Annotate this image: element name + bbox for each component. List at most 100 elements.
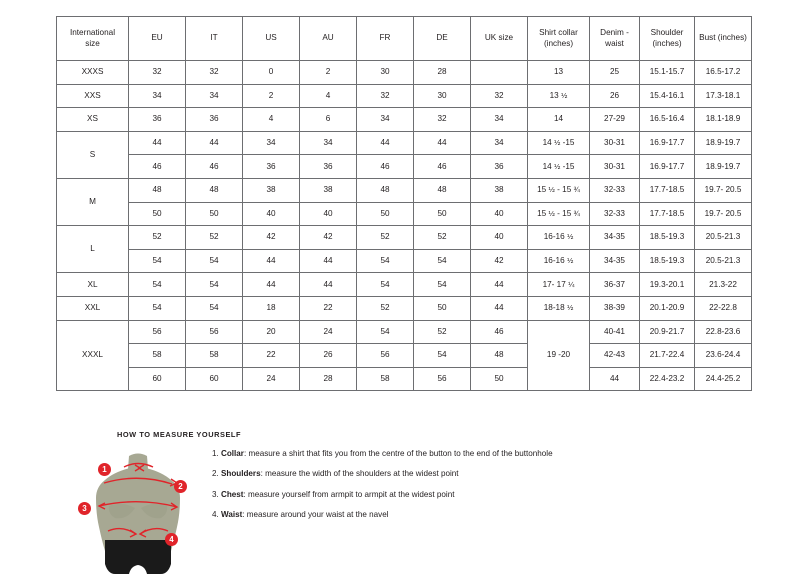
cell-fr: 46 xyxy=(356,154,414,179)
cell-it: 32 xyxy=(185,60,243,85)
size-chart-table: International size EU IT US AU FR DE UK … xyxy=(56,16,752,392)
column-header-line-2: size xyxy=(85,38,100,48)
how-to-measure-body: 1 2 3 4 1. Collar: measure a shirt that … xyxy=(56,448,756,574)
cell-us: 0 xyxy=(242,60,300,85)
cell-eu: 60 xyxy=(128,366,186,392)
cell-uk: 40 xyxy=(470,225,528,250)
cell-shoulder: 16.5-16.4 xyxy=(639,107,695,132)
cell-shoulder: 20.1-20.9 xyxy=(639,295,695,321)
column-header-line-2: waist xyxy=(605,38,624,48)
cell-denim: 38-39 xyxy=(589,295,640,321)
cell-de: 52 xyxy=(413,225,471,250)
cell-au: 24 xyxy=(299,319,357,345)
cell-de: 30 xyxy=(413,83,471,109)
cell-eu: 48 xyxy=(128,177,186,203)
cell-shoulder: 17.7-18.5 xyxy=(639,177,695,203)
table-row: XL 54 54 44 44 54 54 44 17- 17 ¼ 36-37 19.3-20.1 21… xyxy=(56,272,752,297)
measure-item-number: 2. xyxy=(212,469,221,479)
shoulders-arrow xyxy=(103,477,173,485)
waist-arrowhead-left xyxy=(129,529,138,538)
cell-bust: 19.7- 20.5 xyxy=(694,177,752,203)
table-row: XXXS 32 32 0 2 30 28 13 25 15.1-15.7 16.5-17.2 xyxy=(56,60,752,85)
cell-denim: 40-41 xyxy=(589,319,640,345)
table-header-row: International size EU IT US AU FR DE UK … xyxy=(56,16,752,61)
cell-us: 24 xyxy=(242,366,300,392)
cell-bust: 23.6-24.4 xyxy=(694,343,752,368)
cell-shoulder: 19.3-20.1 xyxy=(639,272,695,297)
cell-au: 4 xyxy=(299,83,357,109)
cell-fr: 44 xyxy=(356,130,414,156)
cell-shoulder: 15.1-15.7 xyxy=(639,60,695,85)
column-header-us: US xyxy=(242,16,300,61)
cell-denim: 42-43 xyxy=(589,343,640,368)
column-header-fr: FR xyxy=(356,16,414,61)
how-to-measure-heading: HOW TO MEASURE YOURSELF xyxy=(117,430,242,439)
cell-uk: 46 xyxy=(470,319,528,345)
cell-shirt-collar: 16-16 ½ xyxy=(527,248,590,274)
measure-item-label: Shoulders xyxy=(221,469,261,479)
cell-eu: 54 xyxy=(128,272,186,297)
cell-eu: 50 xyxy=(128,201,186,227)
cell-de: 54 xyxy=(413,248,471,274)
cell-international-size: XXL xyxy=(56,295,129,321)
cell-denim: 44 xyxy=(589,366,640,392)
measure-item-label: Chest xyxy=(221,489,244,499)
cell-it: 56 xyxy=(185,319,243,345)
cell-shoulder: 16.9-17.7 xyxy=(639,130,695,156)
table-row: XXXL 56 56 20 24 54 52 46 19 -20 40-41 20.9-21.7 22… xyxy=(56,319,752,392)
cell-au: 34 xyxy=(299,130,357,156)
cell-fr: 48 xyxy=(356,177,414,203)
table-header: International size EU IT US AU FR DE UK … xyxy=(56,16,752,61)
cell-fr: 56 xyxy=(356,343,414,368)
neck-shape xyxy=(128,453,148,472)
column-header-uk-size: UK size xyxy=(470,16,528,61)
cell-fr: 54 xyxy=(356,319,414,345)
cell-bust: 20.5-21.3 xyxy=(694,248,752,274)
cell-shirt-collar: 18-18 ½ xyxy=(527,295,590,321)
cell-uk: 44 xyxy=(470,295,528,321)
cell-uk: 38 xyxy=(470,177,528,203)
column-header-bust: Bust (inches) xyxy=(694,16,752,61)
cell-de: 44 xyxy=(413,130,471,156)
cell-international-size: S xyxy=(56,130,129,179)
torso-illustration: 1 2 3 4 xyxy=(74,448,202,574)
cell-au: 44 xyxy=(299,248,357,274)
cell-shoulder: 18.5-19.3 xyxy=(639,225,695,250)
cell-shirt-collar: 16-16 ½ xyxy=(527,225,590,250)
cell-us: 2 xyxy=(242,83,300,109)
cell-au: 36 xyxy=(299,154,357,179)
cell-us: 38 xyxy=(242,177,300,203)
table-row: L 52 52 42 42 52 52 40 16-16 ½ 34-35 18.5-19.3 20.5… xyxy=(56,225,752,274)
cell-bust: 21.3-22 xyxy=(694,272,752,297)
measure-item-label: Collar xyxy=(221,449,244,458)
cell-international-size: XXXS xyxy=(56,60,129,85)
measure-instructions-list: 1. Collar: measure a shirt that fits you… xyxy=(202,448,756,531)
cell-it: 60 xyxy=(185,366,243,392)
cell-bust: 19.7- 20.5 xyxy=(694,201,752,227)
cell-fr: 50 xyxy=(356,201,414,227)
cell-fr: 30 xyxy=(356,60,414,85)
collar-arrow xyxy=(123,462,154,468)
cell-bust: 22-22.8 xyxy=(694,295,752,321)
cell-bust: 17.3-18.1 xyxy=(694,83,752,109)
column-header-line-1: Denim - xyxy=(600,28,629,38)
cell-it: 58 xyxy=(185,343,243,368)
cell-bust: 18.9-19.7 xyxy=(694,154,752,179)
cell-uk: 32 xyxy=(470,83,528,109)
column-header-line-2: (inches) xyxy=(543,38,574,48)
cell-de: 52 xyxy=(413,319,471,345)
cell-eu: 36 xyxy=(128,107,186,132)
cell-au: 38 xyxy=(299,177,357,203)
cell-shirt-collar: 13 ½ xyxy=(527,83,590,109)
table-body: XXXS 32 32 0 2 30 28 13 25 15.1-15.7 16.5-17.2 XXS 3… xyxy=(56,60,752,392)
measure-item-text: : measure yourself from armpit to armpit… xyxy=(243,489,455,499)
cell-eu: 44 xyxy=(128,130,186,156)
table-row: M 48 48 38 38 48 48 38 15 ½ - 15 ¾ 32-33 17.7-18.5… xyxy=(56,177,752,227)
cell-international-size: XXXL xyxy=(56,319,129,392)
cell-shirt-collar: 17- 17 ¼ xyxy=(527,272,590,297)
cell-fr: 52 xyxy=(356,225,414,250)
table-row: 46 46 36 36 46 46 36 14 ½ -15 30-31 16.9-17.7 18.9… xyxy=(57,154,752,179)
cell-au: 2 xyxy=(299,60,357,85)
cell-uk: 42 xyxy=(470,248,528,274)
cell-shoulder: 21.7-22.4 xyxy=(639,343,695,368)
